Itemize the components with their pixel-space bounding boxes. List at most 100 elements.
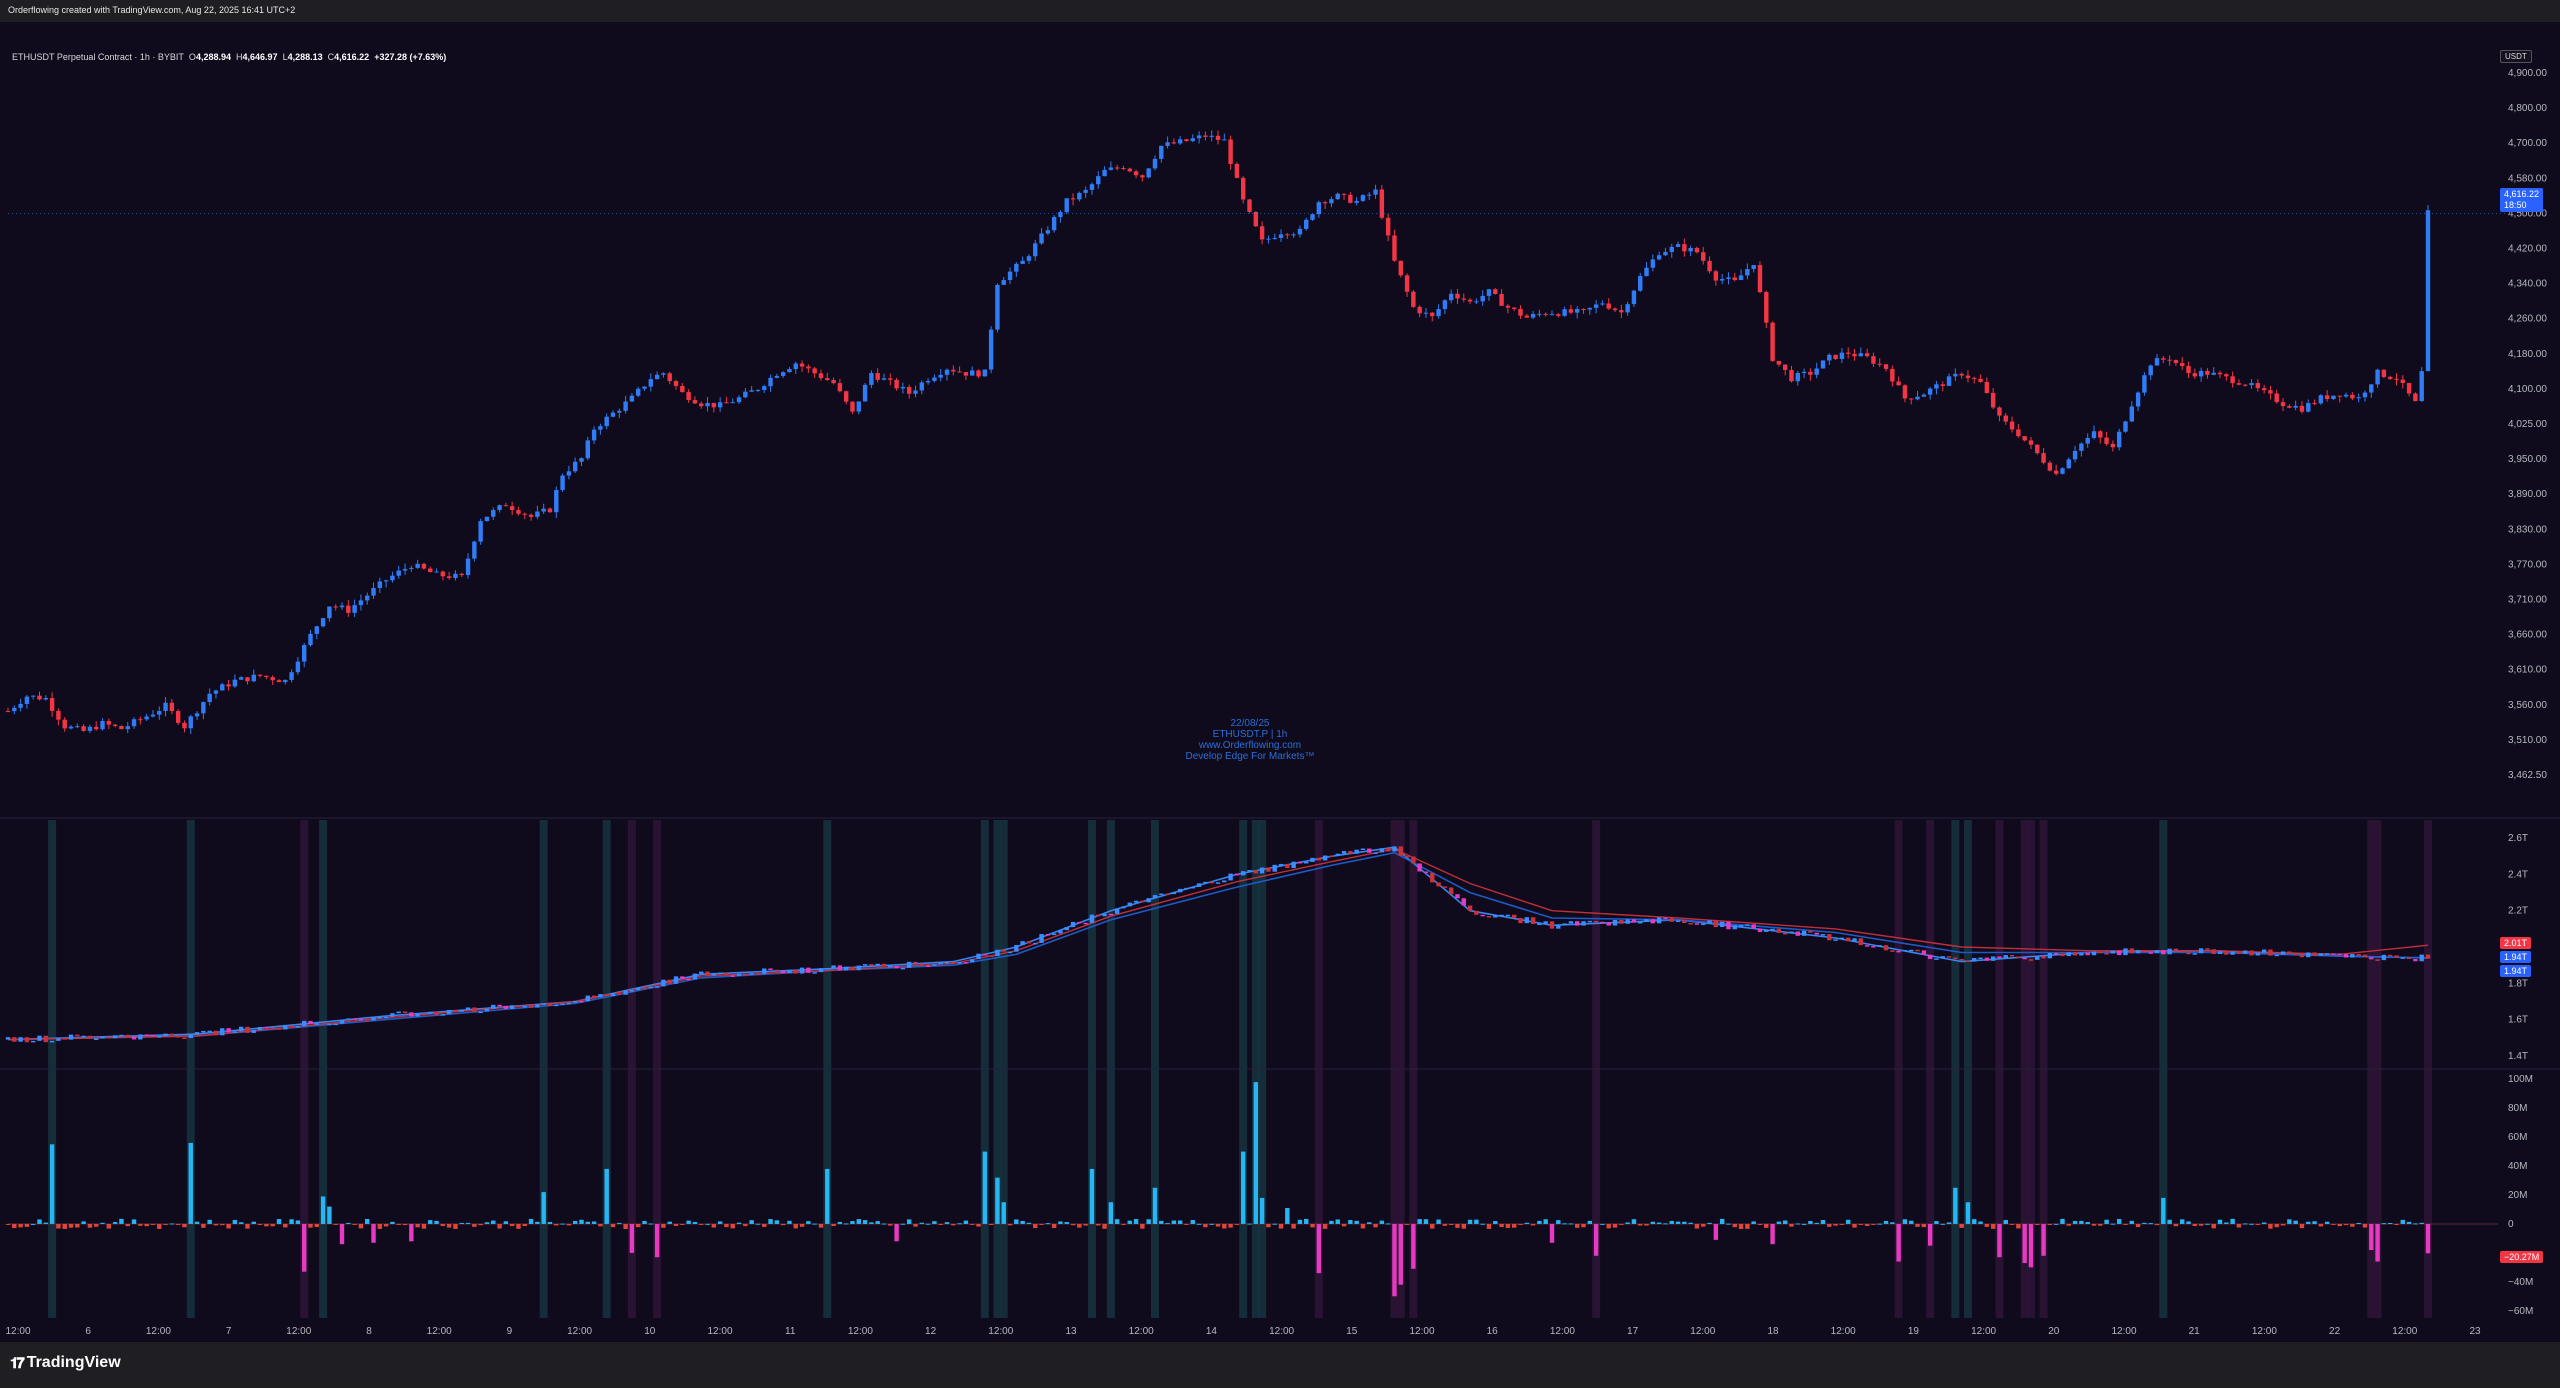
delta-bar [2079,1220,2084,1224]
delta-bar [1612,1223,1618,1228]
candle [1360,195,1366,201]
candle [598,426,603,430]
cvd-candle [1827,934,1832,941]
candle [667,373,672,382]
delta-bar [1014,1219,1019,1224]
cvd-candle [1102,913,1107,917]
delta-bar [1505,1223,1511,1228]
candle [2324,395,2330,400]
candle [1757,265,1763,293]
cvd-candle [780,970,786,974]
delta-bar [793,1223,798,1229]
chart-svg[interactable]: 4,900.00 4,800.00 4,700.00 4,580.00 4,500.00… [0,0,2560,1342]
price-tick-label: 3,710.00 [2508,595,2547,606]
delta-bar [1474,1219,1479,1224]
candle [591,429,597,441]
cvd-candle [768,968,773,970]
candle [472,541,477,559]
cvd-candle [264,1026,269,1029]
symbol-info[interactable]: ETHUSDT Perpetual Contract · 1h · BYBIT … [12,52,446,62]
candle [2028,440,2034,445]
cvd-candle [2035,956,2040,960]
delta-bar [1543,1219,1548,1224]
candle [1612,308,1618,311]
delta-bar [1007,1223,1013,1226]
currency-button[interactable]: USDT [2500,50,2532,63]
candle [636,388,641,396]
chart-area[interactable] [0,22,2560,1342]
candle [1990,392,1996,408]
candle [2148,365,2153,376]
cvd-candle [869,964,874,966]
cvd-candle [5,1037,11,1040]
candle [377,581,383,588]
candle [843,391,849,402]
tradingview-wordmark: TradingView [26,1354,121,1371]
delta-bar [1385,1223,1391,1225]
candle [736,397,742,403]
delta-bar [1663,1223,1668,1225]
tradingview-logo[interactable]: 𝟏𝟕 TradingView [10,1354,121,1372]
delta-bar [585,1221,590,1224]
cvd-candle [2104,953,2109,955]
candle [2249,383,2254,386]
candle [1114,167,1120,169]
candle [1203,135,1208,137]
delta-bar [1222,1223,1227,1229]
time-tick-label: 12:00 [848,1326,873,1337]
candle [963,372,969,376]
delta-bar [358,1223,364,1229]
candle [2419,371,2424,402]
cvd-candle [1177,888,1183,893]
candle [2053,470,2059,474]
cvd-candle [270,1027,275,1029]
candle [2198,370,2204,377]
cvd-candle [1442,886,1448,888]
delta-bar [1102,1223,1107,1229]
delta-bar [2116,1219,2122,1224]
candle [491,510,496,517]
delta-bar [554,1223,559,1226]
candle [264,675,269,678]
cvd-candle [2161,950,2166,955]
delta-bar [1902,1219,1908,1224]
delta-bar [201,1223,206,1228]
delta-bar [1001,1202,1006,1224]
cvd-candle [1423,871,1429,873]
cvd-candle [1367,848,1372,853]
candle [87,726,93,731]
candle [1423,312,1429,314]
price-tick-label: 4,900.00 [2508,68,2547,79]
candle [1329,199,1334,204]
delta-bar [1707,1222,1712,1224]
candle [1385,217,1391,236]
delta-bar [1436,1219,1441,1224]
delta-bar [1291,1223,1296,1229]
delta-bar [175,1223,181,1225]
candle [1593,304,1599,308]
cvd-candle [1360,848,1366,851]
delta-badge: −20.27M [2500,1251,2544,1263]
cvd-candle [1266,867,1271,872]
cvd-candle [1896,950,1901,953]
candle [245,677,250,682]
cvd-candle [2236,951,2242,954]
cvd-candle [2148,952,2153,954]
cvd-candle [163,1033,168,1037]
time-tick-label: 20 [2048,1326,2060,1337]
delta-tick-label: 100M [2508,1074,2533,1085]
candle [1272,237,1277,239]
cvd-candle [371,1017,376,1021]
cvd-candle [699,971,704,974]
cvd-candle [1770,928,1775,931]
cvd-candle [585,995,590,1002]
delta-bar [2230,1218,2235,1224]
cvd-tick-label: 2.6T [2508,833,2528,844]
delta-bar [1077,1223,1082,1228]
delta-bar [2135,1223,2141,1227]
cvd-candle [875,963,880,966]
delta-bar [831,1223,836,1227]
symbol-name[interactable]: ETHUSDT Perpetual Contract · 1h · BYBIT [12,52,184,62]
candle [169,702,175,712]
candle [157,711,162,715]
